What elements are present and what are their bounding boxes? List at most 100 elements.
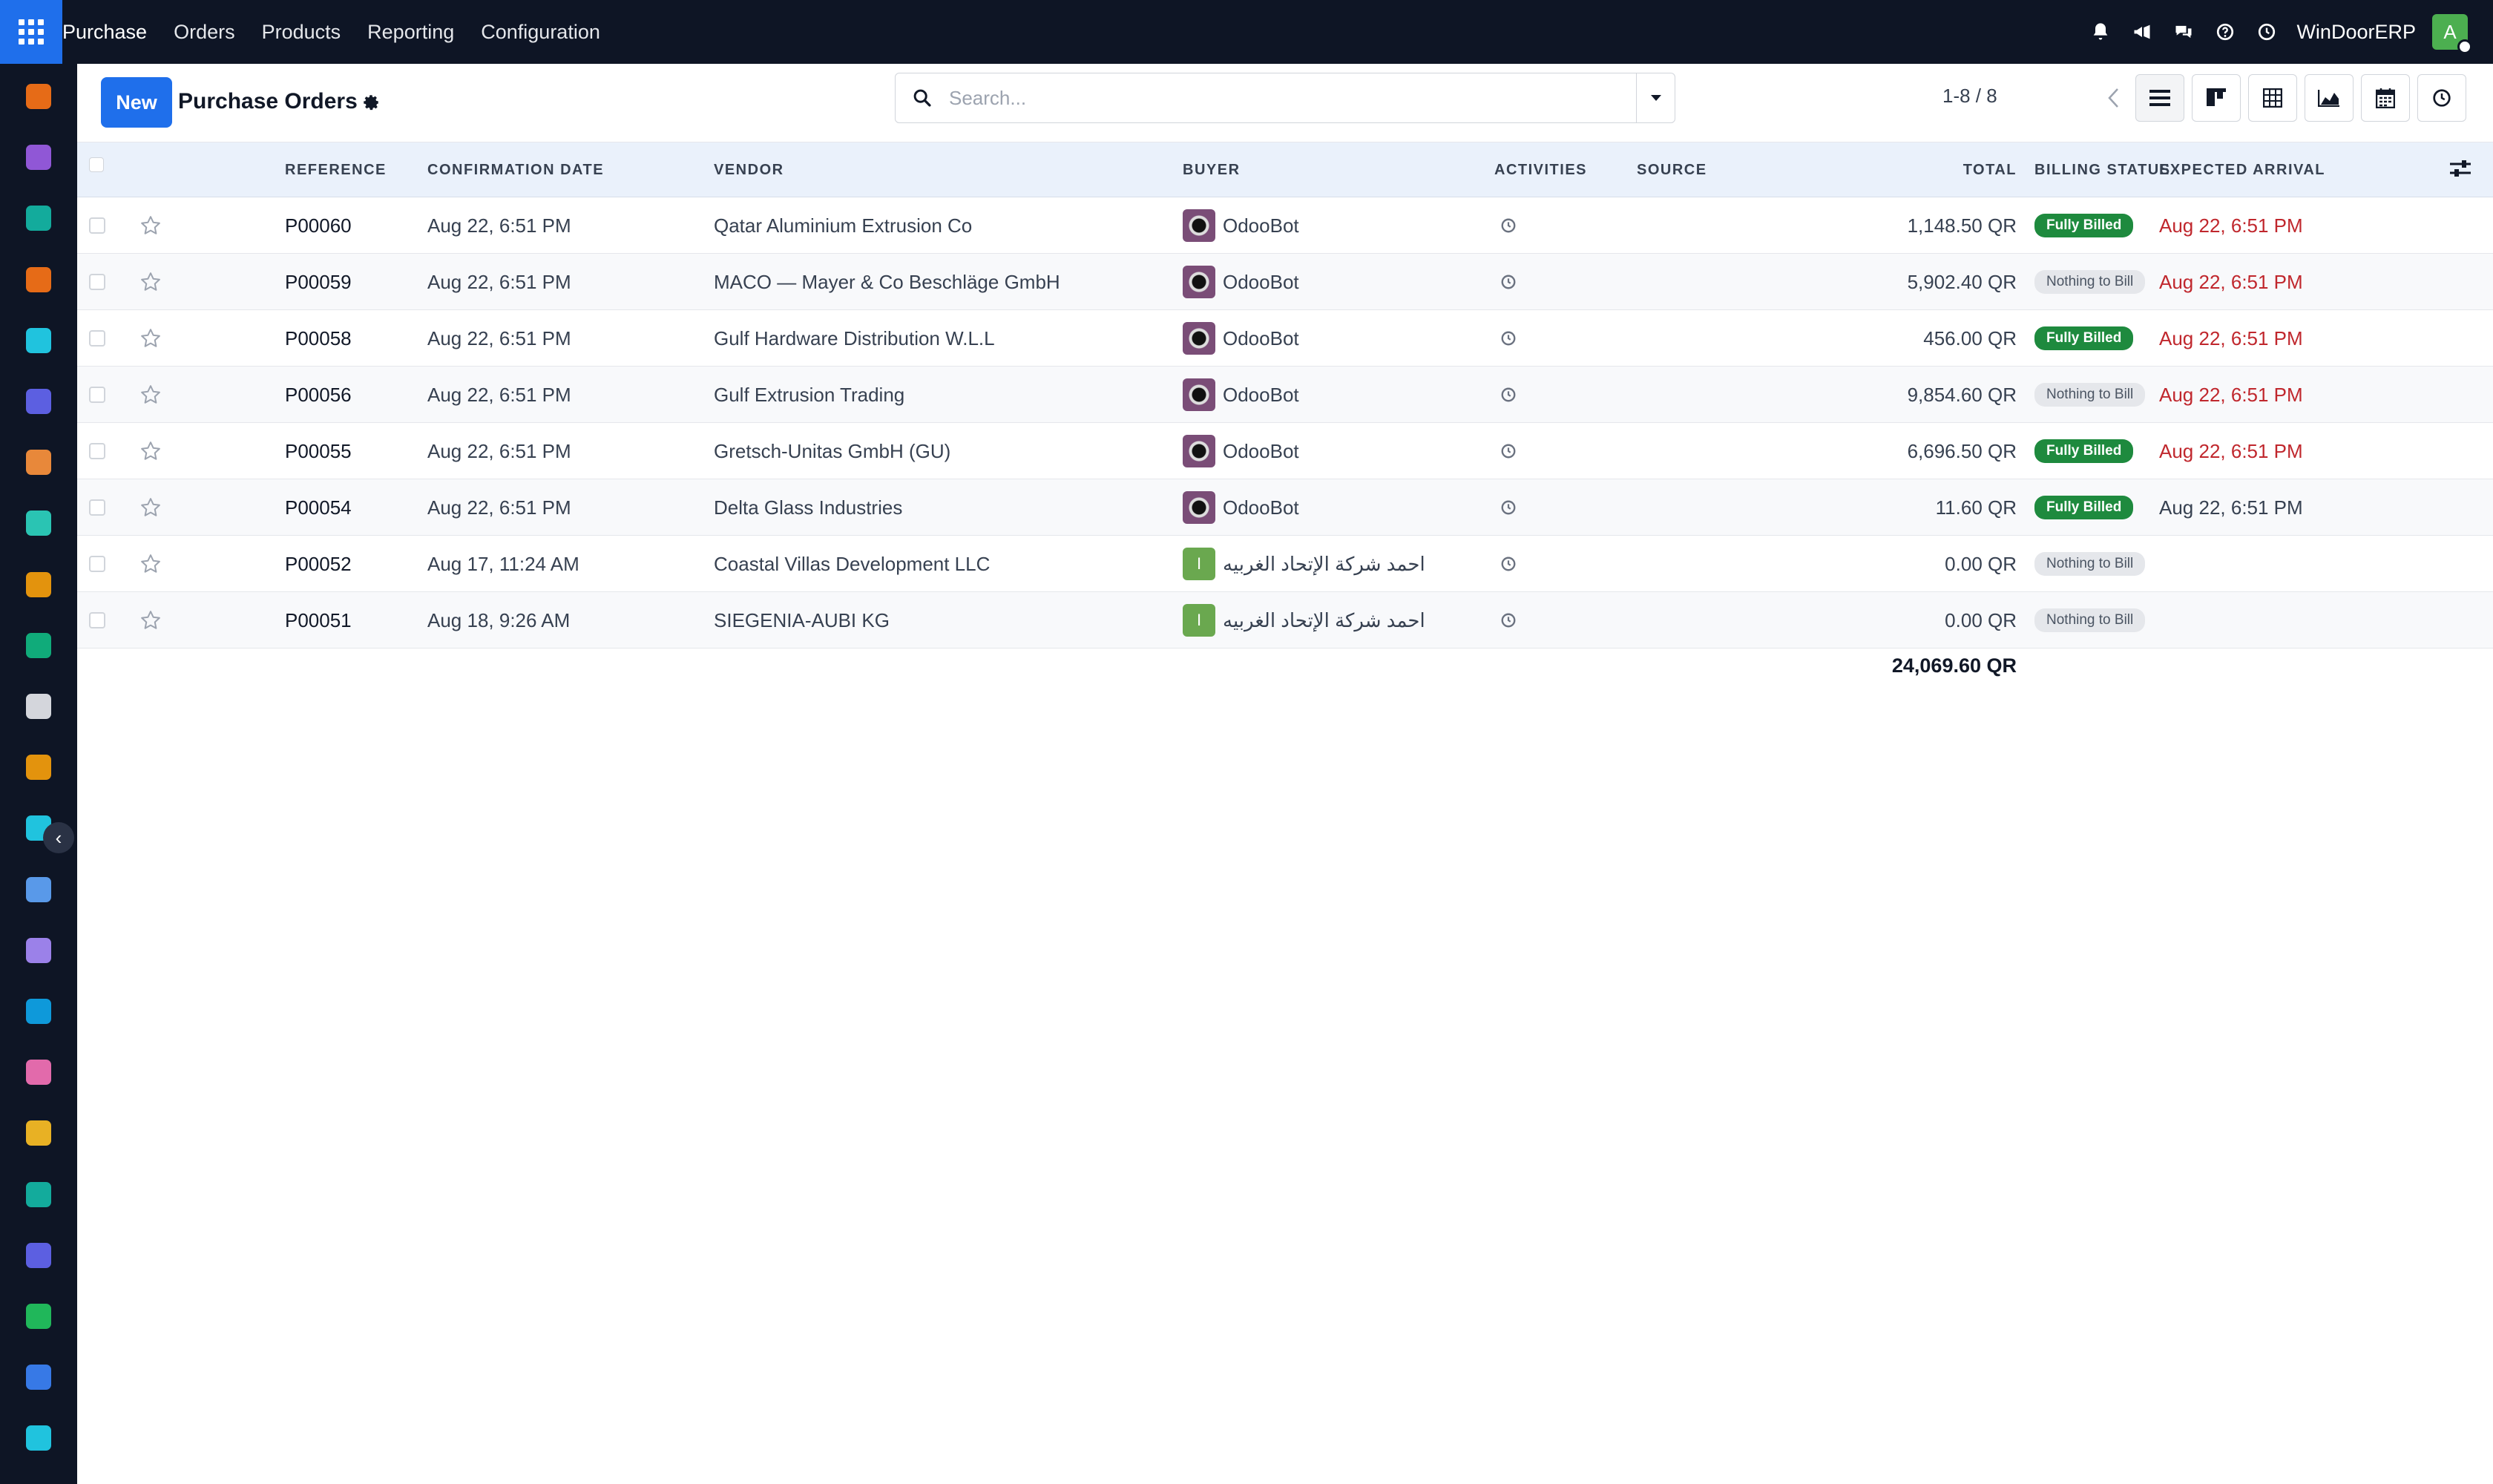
order-reference[interactable]: P00056 [285, 383, 352, 406]
email-marketing-app-icon[interactable] [25, 388, 52, 415]
table-row[interactable]: P00055 Aug 22, 6:51 PM Gretsch-Unitas GmbH… [77, 423, 2493, 479]
star-icon[interactable] [139, 592, 162, 649]
row-checkbox[interactable] [89, 423, 105, 479]
megaphone-icon[interactable] [2121, 0, 2163, 64]
inventory-app-icon[interactable] [25, 83, 52, 110]
settings-app-icon[interactable] [25, 1425, 52, 1451]
menu-products[interactable]: Products [261, 20, 341, 43]
hr-app-icon[interactable] [25, 632, 52, 659]
help-icon[interactable] [2204, 0, 2246, 64]
app-switcher-button[interactable] [0, 0, 62, 64]
table-row[interactable]: P00051 Aug 18, 9:26 AM SIEGENIA-AUBI KG I اح… [77, 592, 2493, 649]
row-checkbox[interactable] [89, 254, 105, 310]
table-row[interactable]: P00054 Aug 22, 6:51 PM Delta Glass Industr… [77, 479, 2493, 536]
order-reference[interactable]: P00054 [285, 496, 352, 519]
list-view-button[interactable] [2135, 74, 2184, 122]
star-icon[interactable] [139, 367, 162, 423]
calendar-view-button[interactable] [2361, 74, 2410, 122]
star-icon[interactable] [139, 423, 162, 479]
activity-clock-icon[interactable] [1500, 310, 1517, 367]
row-checkbox[interactable] [89, 197, 105, 254]
table-row[interactable]: P00052 Aug 17, 11:24 AM Coastal Villas Dev… [77, 536, 2493, 592]
activity-clock-icon[interactable] [1500, 592, 1517, 649]
column-source[interactable]: SOURCE [1637, 162, 1707, 178]
spreadsheet-app-icon[interactable] [25, 1242, 52, 1269]
product-app-icon[interactable] [25, 693, 52, 720]
activity-clock-icon[interactable] [1500, 197, 1517, 254]
invoicing-app-icon[interactable] [25, 998, 52, 1025]
activity-clock-icon[interactable] [1500, 254, 1517, 310]
select-all-checkbox[interactable] [89, 157, 104, 172]
discuss-app-icon[interactable] [25, 266, 52, 293]
gear-icon[interactable] [358, 89, 384, 116]
order-reference[interactable]: P00051 [285, 608, 352, 631]
optional-columns-icon[interactable] [2448, 157, 2472, 183]
dashboard-app-icon[interactable] [25, 571, 52, 598]
row-checkbox[interactable] [89, 310, 105, 367]
star-icon[interactable] [139, 197, 162, 254]
activity-clock-icon[interactable] [1500, 536, 1517, 592]
order-reference[interactable]: P00060 [285, 214, 352, 237]
search-options-toggle[interactable] [1636, 73, 1675, 122]
graph-view-button[interactable] [2305, 74, 2354, 122]
row-checkbox[interactable] [89, 479, 105, 536]
knowledge-app-icon[interactable] [25, 876, 52, 903]
row-checkbox[interactable] [89, 536, 105, 592]
user-avatar[interactable]: A [2432, 14, 2472, 54]
company-name[interactable]: WinDoorERP [2296, 20, 2416, 43]
table-row[interactable]: P00059 Aug 22, 6:51 PM MACO — Mayer & Co B… [77, 254, 2493, 310]
team-app-icon[interactable] [25, 1059, 52, 1086]
livechat-app-icon[interactable] [25, 449, 52, 476]
sales-app-icon[interactable] [25, 510, 52, 536]
menu-orders[interactable]: Orders [174, 20, 235, 43]
order-reference[interactable]: P00058 [285, 326, 352, 349]
column-reference[interactable]: REFERENCE [285, 162, 387, 178]
menu-configuration[interactable]: Configuration [481, 20, 600, 43]
activity-view-button[interactable] [2417, 74, 2466, 122]
order-reference[interactable]: P00059 [285, 270, 352, 293]
column-vendor[interactable]: VENDOR [714, 162, 784, 178]
collapse-sidebar-button[interactable]: ‹ [43, 822, 74, 853]
row-checkbox[interactable] [89, 592, 105, 649]
chat-icon[interactable] [2163, 0, 2204, 64]
calendar-app-icon[interactable] [25, 1120, 52, 1146]
column-buyer[interactable]: BUYER [1183, 162, 1241, 178]
menu-purchase[interactable]: Purchase [62, 20, 148, 43]
star-icon[interactable] [139, 479, 162, 536]
contacts-app-icon[interactable] [25, 144, 52, 171]
order-reference[interactable]: P00055 [285, 439, 352, 462]
pager-previous-button[interactable] [2092, 74, 2134, 122]
table-row[interactable]: P00058 Aug 22, 6:51 PM Gulf Hardware Distr… [77, 310, 2493, 367]
clock-icon[interactable] [2246, 0, 2287, 64]
bell-icon[interactable] [2080, 0, 2121, 64]
row-checkbox[interactable] [89, 367, 105, 423]
order-total: 9,854.60 QR [1907, 383, 2017, 406]
table-row[interactable]: P00060 Aug 22, 6:51 PM Qatar Aluminium Ext… [77, 197, 2493, 254]
column-billing-status[interactable]: BILLING STATUS [2034, 162, 2171, 178]
activity-clock-icon[interactable] [1500, 423, 1517, 479]
order-reference[interactable]: P00052 [285, 552, 352, 575]
employees-app-icon[interactable] [25, 205, 52, 232]
column-expected-arrival[interactable]: EXPECTED ARRIVAL [2159, 162, 2326, 178]
new-button[interactable]: New [101, 77, 172, 128]
whatsapp-app-icon[interactable] [25, 1303, 52, 1330]
kanban-view-button[interactable] [2192, 74, 2241, 122]
manufacturing-app-icon[interactable] [25, 754, 52, 781]
timer-app-icon[interactable] [25, 1364, 52, 1391]
column-confirmation-date[interactable]: CONFIRMATION DATE [427, 162, 605, 178]
activity-clock-icon[interactable] [1500, 479, 1517, 536]
star-icon[interactable] [139, 310, 162, 367]
star-icon[interactable] [139, 536, 162, 592]
pivot-view-button[interactable] [2248, 74, 2297, 122]
column-total[interactable]: TOTAL [1962, 162, 2017, 178]
activity-clock-icon[interactable] [1500, 367, 1517, 423]
star-icon[interactable] [139, 254, 162, 310]
pager-value[interactable]: 1-8 / 8 [1942, 85, 1997, 107]
search-input[interactable] [949, 74, 1636, 122]
sign-app-icon[interactable] [25, 1181, 52, 1208]
documents-app-icon[interactable] [25, 937, 52, 964]
website-app-icon[interactable] [25, 327, 52, 354]
table-row[interactable]: P00056 Aug 22, 6:51 PM Gulf Extrusion Trad… [77, 367, 2493, 423]
menu-reporting[interactable]: Reporting [367, 20, 455, 43]
column-activities[interactable]: ACTIVITIES [1494, 162, 1588, 178]
